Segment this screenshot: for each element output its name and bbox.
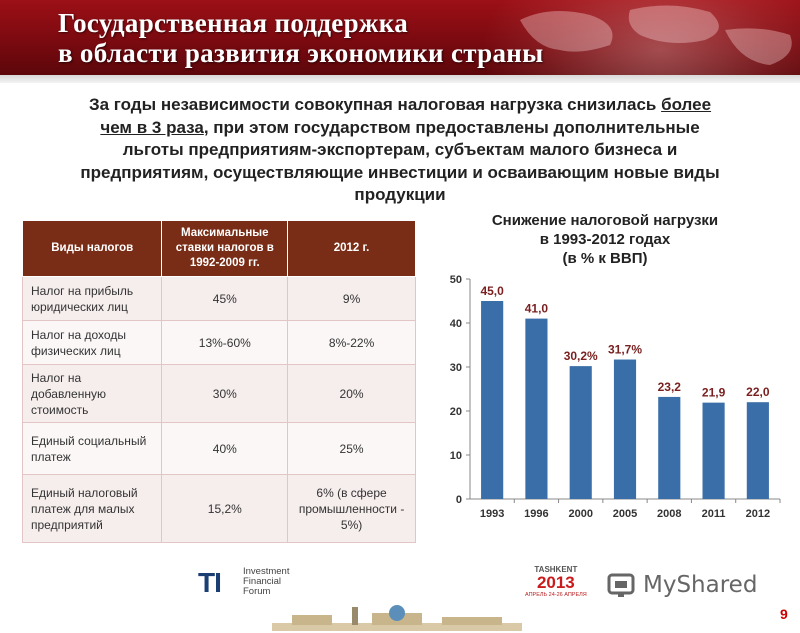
intro-line-5: продукции — [354, 185, 446, 204]
chart-title: Снижение налоговой нагрузки в 1993-2012 … — [455, 211, 755, 268]
page-number: 9 — [780, 606, 788, 622]
intro-line-2: чем в 3 раза, при этом государством пред… — [40, 117, 760, 140]
tashkent-year: 2013 — [536, 573, 575, 592]
data-label: 41,0 — [525, 302, 549, 316]
data-label: 21,9 — [702, 386, 726, 400]
x-tick-label: 2008 — [657, 508, 681, 520]
intro-text: За годы независимости совокупная налогов… — [88, 95, 662, 114]
title-line-2: в области развития экономики страны — [58, 38, 544, 68]
bar — [746, 402, 769, 499]
chart-title-line: в 1993-2012 годах — [539, 231, 671, 248]
max-rate-cell: 13%-60% — [161, 320, 289, 365]
ti-logo-line: Financial — [243, 576, 282, 587]
page-title: Государственная поддержка в области разв… — [58, 8, 544, 68]
max-rate-cell: 30% — [161, 364, 289, 423]
tax-burden-bar-chart: 0 10 20 30 40 50 45,0 1993 41,0 1996 30,2% 2000 31,7… — [450, 274, 781, 520]
ti-logo-line: Investment — [243, 566, 290, 577]
rate-2012-cell: 25% — [287, 422, 416, 475]
intro-line-3: льготы предприятиям-экспортерам, субъект… — [122, 140, 678, 159]
tax-rates-table: Виды налогов Максимальные ставки налогов… — [21, 220, 416, 543]
rate-2012-cell: 9% — [287, 276, 416, 321]
rate-2012-cell: 6% (в сфере промышленности - 5%) — [287, 474, 416, 543]
rate-2012-cell: 20% — [287, 364, 416, 423]
intro-line-4: предприятиям, осуществляющие инвестиции … — [80, 162, 720, 182]
table-row: Налог на доходы физических лиц 13%-60% 8… — [21, 320, 416, 365]
myshared-text: MyShared — [643, 572, 758, 598]
bar — [569, 366, 592, 499]
ti-logo-text: Investment Financial Forum — [243, 567, 289, 597]
x-tick-label: 2012 — [746, 508, 770, 520]
intro-paragraph: За годы независимости совокупная налогов… — [40, 94, 760, 207]
max-rate-cell: 40% — [161, 422, 289, 475]
chart-title-line: (в % к ВВП) — [562, 250, 648, 267]
y-tick-label: 50 — [450, 274, 462, 286]
x-tick-label: 2000 — [568, 508, 592, 520]
data-label: 23,2 — [658, 380, 682, 394]
ti-logo-line: Forum — [243, 586, 271, 597]
bar — [481, 301, 504, 499]
table-row: Единый налоговый платеж для малых предпр… — [21, 474, 416, 543]
rate-2012-cell: 8%-22% — [287, 320, 416, 365]
x-tick-label: 1993 — [480, 508, 504, 520]
data-label: 22,0 — [746, 385, 770, 399]
column-header: Виды налогов — [21, 220, 163, 277]
tax-name-cell: Налог на добавленную стоимость — [21, 364, 163, 423]
y-tick-label: 10 — [450, 450, 462, 462]
max-rate-cell: 45% — [161, 276, 289, 321]
y-tick-label: 0 — [456, 494, 462, 506]
column-header: Максимальные ставки налогов в 1992-2009 … — [161, 220, 289, 277]
tashkent-2013-logo: TASHKENT 2013 АПРЕЛЬ 24-26 АПРЕЛЯ — [525, 565, 587, 598]
table-row: Налог на добавленную стоимость 30% 20% — [21, 364, 416, 423]
tax-name-cell: Налог на доходы физических лиц — [21, 320, 163, 365]
x-tick-label: 2005 — [613, 508, 637, 520]
column-header: 2012 г. — [287, 220, 416, 277]
x-tick-label: 2011 — [702, 508, 726, 520]
intro-line-1: За годы независимости совокупная налогов… — [40, 94, 760, 117]
x-tick-label: 1996 — [524, 508, 548, 520]
banner-glow — [480, 0, 800, 75]
ti-logo-mark: TI — [198, 567, 222, 598]
intro-text: , при этом государством предоставлены до… — [203, 117, 700, 137]
table-row: Налог на прибыль юридических лиц 45% 9% — [21, 276, 416, 321]
data-label: 30,2% — [564, 349, 598, 363]
table-row: Единый социальный платеж 40% 25% — [21, 422, 416, 475]
tax-name-cell: Единый социальный платеж — [21, 422, 163, 475]
bar — [702, 402, 725, 499]
tax-name-cell: Налог на прибыль юридических лиц — [21, 276, 163, 321]
title-line-1: Государственная поддержка — [58, 8, 409, 38]
tashkent-dates: АПРЕЛЬ 24-26 АПРЕЛЯ — [525, 592, 587, 598]
intro-emphasis: чем в 3 раза — [100, 117, 204, 137]
tax-name-cell: Единый налоговый платеж для малых предпр… — [21, 474, 163, 543]
tashkent-city: TASHKENT — [534, 565, 578, 574]
y-tick-label: 40 — [450, 318, 462, 330]
data-label: 45,0 — [480, 284, 504, 298]
bar — [658, 396, 681, 499]
y-tick-label: 20 — [450, 406, 462, 418]
chart-title-line: Снижение налоговой нагрузки — [491, 212, 719, 229]
y-tick-label: 30 — [450, 362, 462, 374]
title-banner: Государственная поддержка в области разв… — [0, 0, 800, 75]
world-map-decoration — [520, 5, 792, 65]
table-header-row: Виды налогов Максимальные ставки налогов… — [21, 220, 416, 277]
bar — [525, 318, 548, 499]
banner-divider — [0, 75, 800, 83]
intro-emphasis: более — [661, 95, 712, 114]
myshared-icon — [607, 573, 635, 597]
myshared-watermark: MyShared — [607, 571, 757, 599]
city-skyline-decoration — [272, 605, 522, 631]
max-rate-cell: 15,2% — [161, 474, 289, 543]
data-label: 31,7% — [608, 343, 642, 357]
bar — [613, 359, 637, 499]
